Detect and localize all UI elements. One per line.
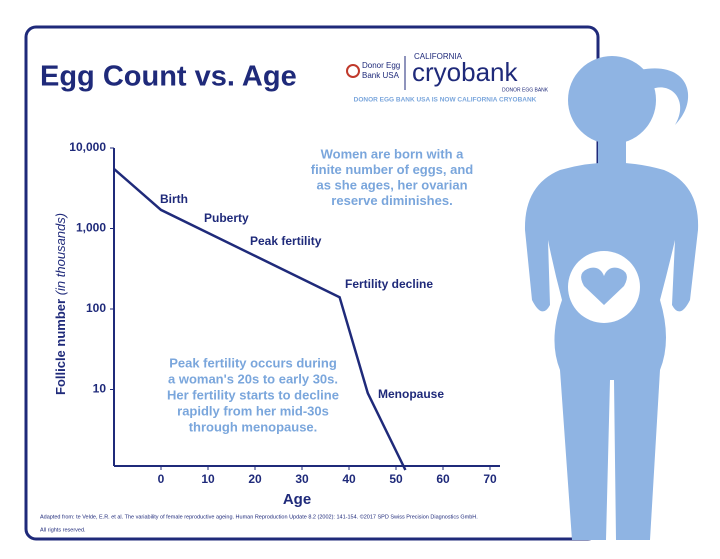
y-tick-label: 100 [86,301,106,315]
y-tick-label: 10,000 [69,140,106,154]
note-bottom: through menopause. [189,419,318,434]
note-top: as she ages, her ovarian [316,177,467,192]
woman-silhouette [524,56,699,540]
note-top: finite number of eggs, and [311,162,474,177]
annotation: Fertility decline [345,277,433,291]
x-tick-label: 0 [158,472,165,486]
logo-text: Donor Egg [362,61,400,70]
note-bottom: a woman's 20s to early 30s. [168,371,338,386]
note-top: reserve diminishes. [331,193,452,208]
tagline: DONOR EGG BANK USA IS NOW CALIFORNIA CRY… [354,97,537,104]
y-axis-label-main: Follicle number [53,299,68,395]
y-tick-label: 1,000 [76,221,106,235]
annotation: Peak fertility [250,234,322,248]
x-tick-label: 30 [295,472,309,486]
y-axis-label-note: (in thousands) [53,213,68,295]
x-tick-label: 60 [436,472,450,486]
annotation: Birth [160,192,188,206]
logo-text: DONOR EGG BANK [502,87,549,93]
note-bottom: rapidly from her mid-30s [177,403,329,418]
x-tick-label: 50 [389,472,403,486]
note-bottom: Peak fertility occurs during [169,355,337,370]
heart [581,267,627,305]
logo-brand: cryobank [412,57,518,87]
y-tick-label: 10 [93,382,107,396]
note-bottom: Her fertility starts to decline [167,387,339,402]
x-tick-label: 20 [248,472,262,486]
logo-text: CALIFORNIA [414,52,463,61]
footnote: Adapted from: te Velde, E.R. et al. The … [40,513,478,520]
logo-text: Bank USA [362,71,400,80]
data-line [113,167,407,471]
note-top: Women are born with a [321,146,465,161]
x-tick-label: 40 [342,472,356,486]
x-tick-label: 10 [201,472,215,486]
y-axis-label: Follicle number (in thousands) [53,213,68,395]
logo-icon [346,64,360,78]
annotation: Puberty [204,211,249,225]
x-axis-label: Age [283,491,311,508]
chart-title: Egg Count vs. Age [40,61,297,93]
footnote: All rights reserved. [40,527,86,533]
annotation: Menopause [378,387,444,401]
x-tick-label: 70 [483,472,497,486]
